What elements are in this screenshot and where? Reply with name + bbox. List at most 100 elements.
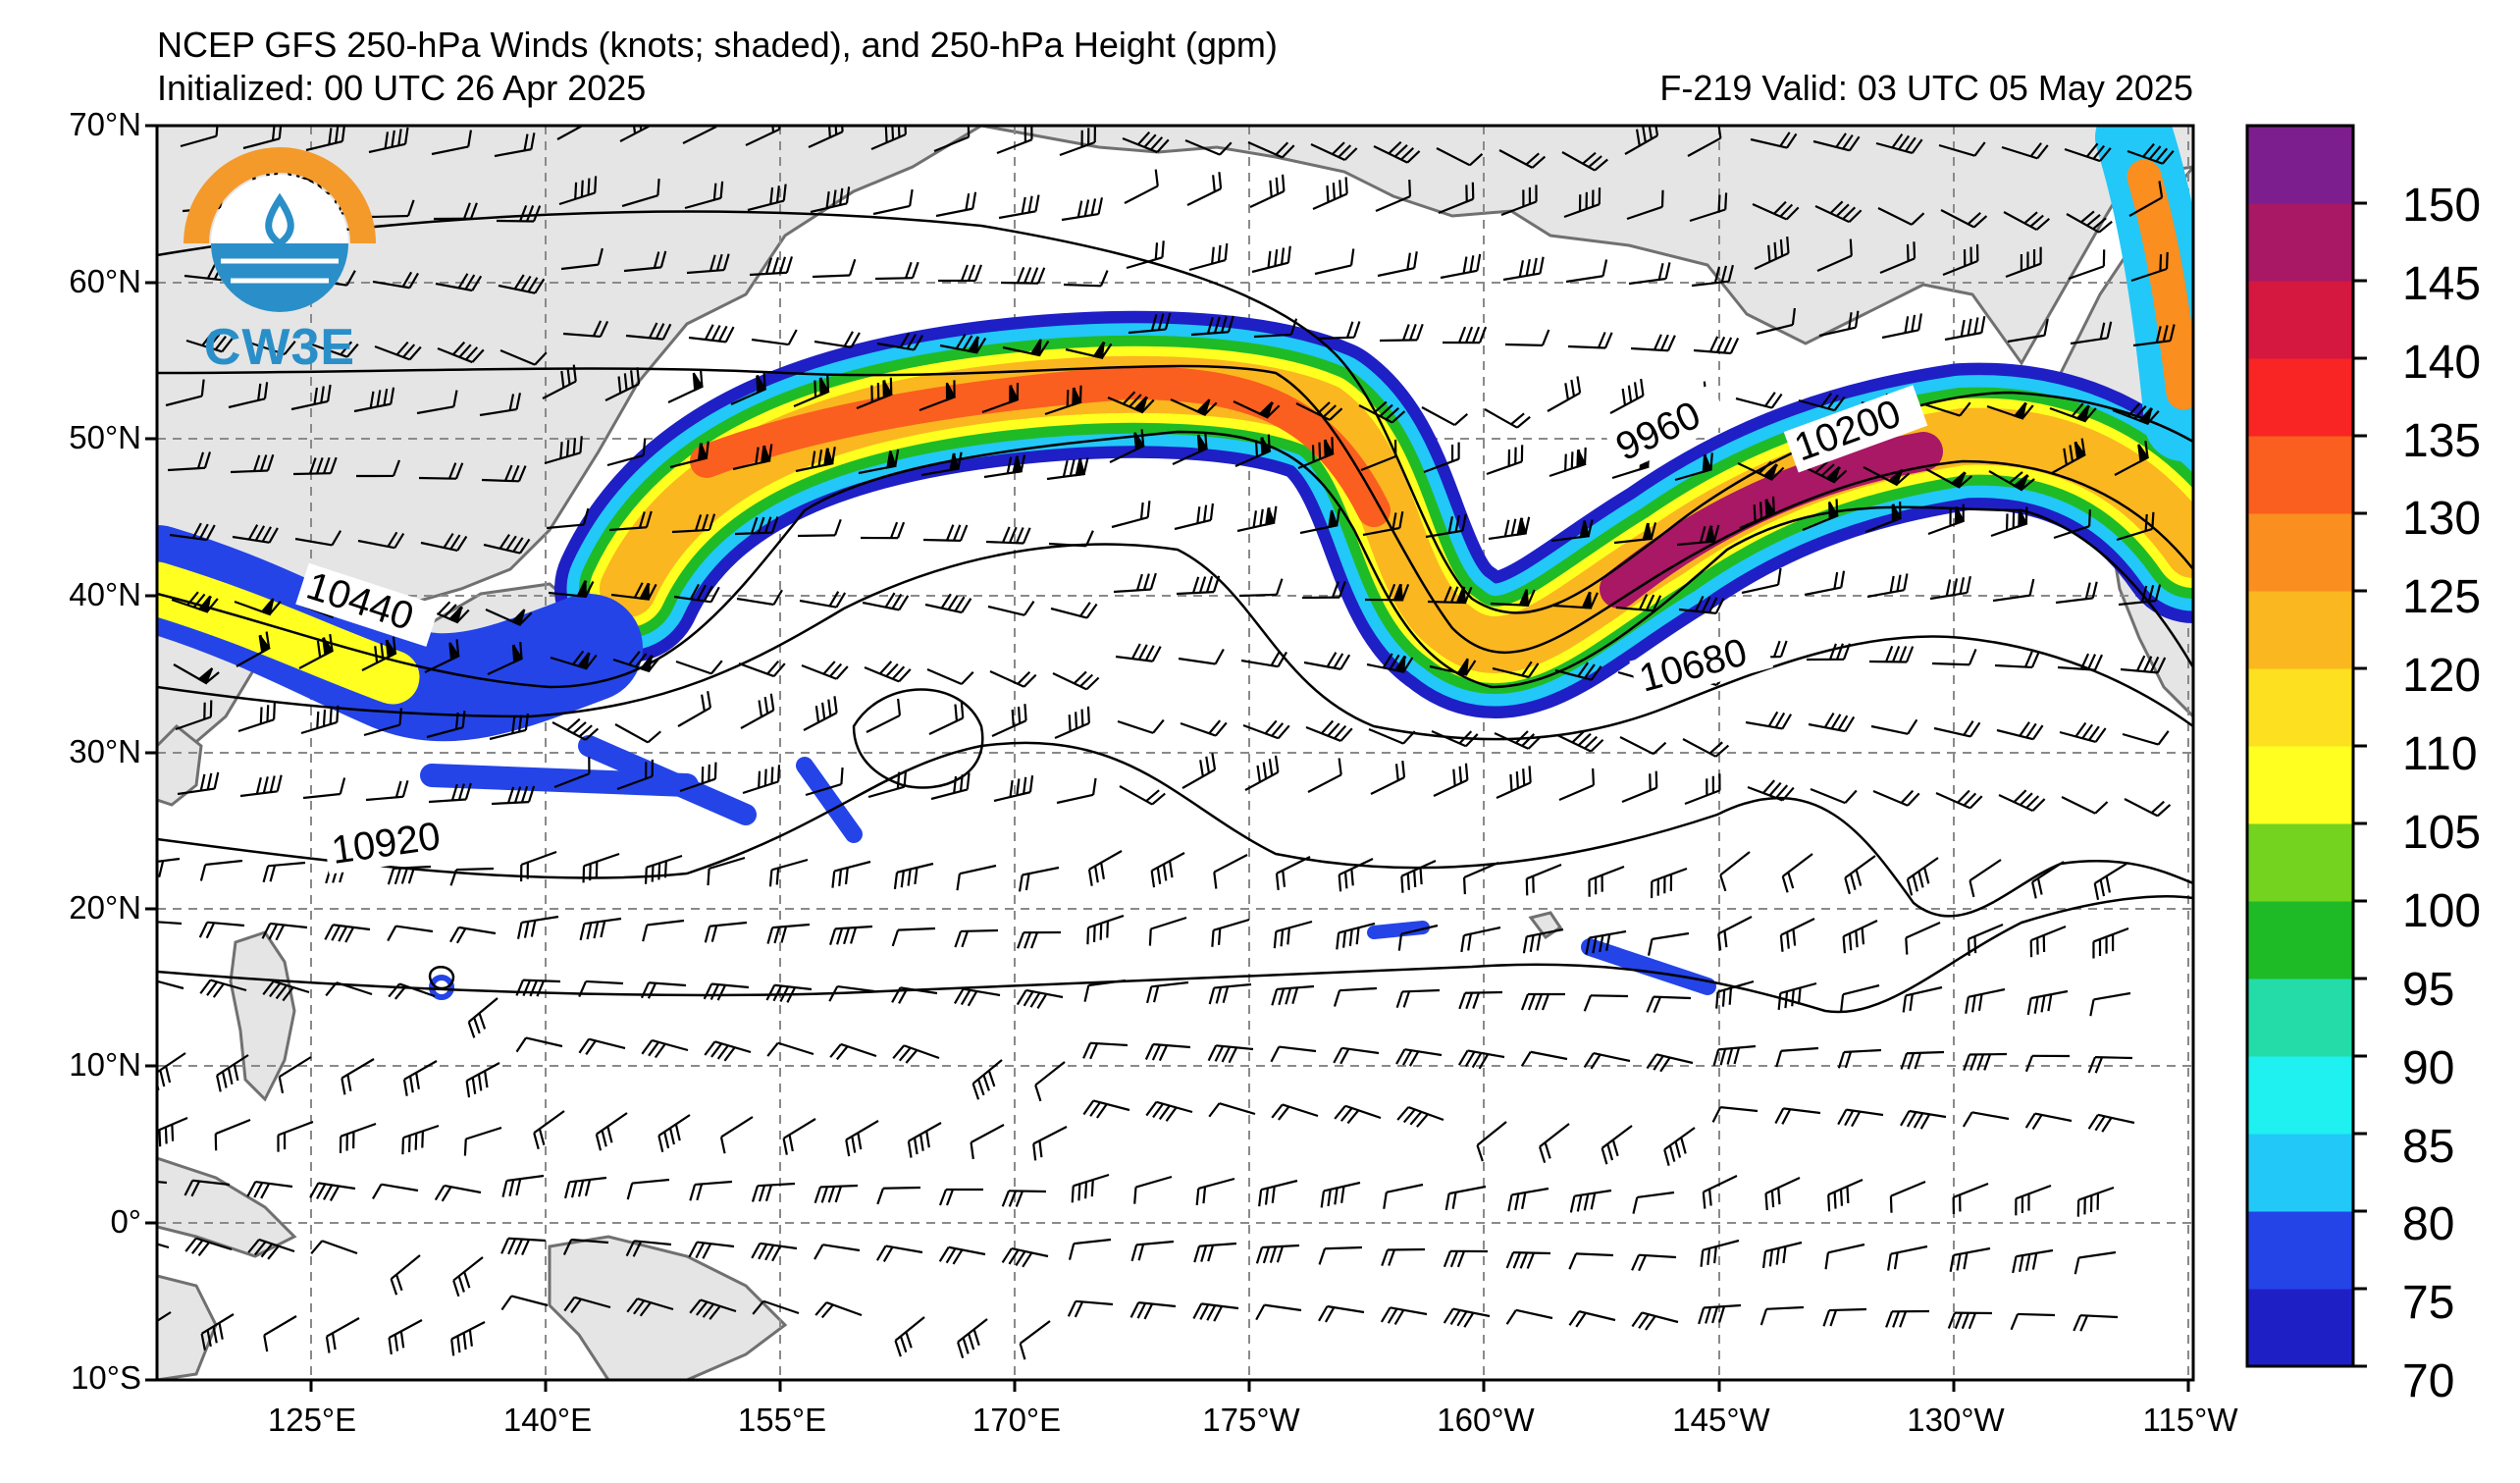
lat-label-20n: 20°N [69, 889, 141, 926]
wind-barb [2064, 142, 2112, 163]
colorbar-segment [2247, 436, 2353, 514]
wind-barb [1170, 397, 1218, 417]
wind-barb [612, 651, 660, 673]
wind-barb [1002, 339, 1050, 357]
wind-barb [184, 1237, 233, 1256]
wind-barb [1812, 132, 1861, 152]
wind-barb [1172, 431, 1209, 465]
wind-barb [1739, 496, 1776, 530]
wind-barb [998, 194, 1040, 220]
alaska-jet-core [2126, 159, 2193, 410]
wind-barb [1905, 921, 1941, 955]
wind-barb [1275, 856, 1311, 891]
wind-barb [1996, 721, 2044, 741]
wind-barb [1150, 852, 1185, 888]
wind-barb [682, 126, 718, 144]
wind-barb [953, 987, 1001, 1007]
wind-barb [1879, 241, 1916, 275]
wind-barb [1712, 1044, 1757, 1067]
wind-barb [1505, 1251, 1551, 1269]
wind-barb [434, 1184, 482, 1202]
wind-barb [1379, 323, 1424, 343]
wind-barb [1395, 988, 1441, 1009]
wind-barb [424, 639, 460, 673]
lat-label-60n: 60°N [69, 263, 141, 299]
wind-barb [2128, 181, 2164, 217]
colorbar-tick-120: 120 [2402, 650, 2482, 702]
contour-low-center [852, 688, 984, 789]
colorbar-tick-95: 95 [2402, 964, 2455, 1016]
wind-barb [1048, 530, 1094, 548]
wind-barb [751, 1182, 796, 1202]
wind-barb [1087, 850, 1123, 886]
wind-barb [1333, 986, 1378, 1007]
wind-barb [2132, 324, 2176, 347]
wind-barb [1146, 980, 1189, 1004]
wind-barb [875, 1245, 923, 1262]
wind-barb [1366, 653, 1414, 673]
wind-barb [578, 980, 624, 998]
wind-barb [1377, 251, 1418, 278]
wind-barb [247, 1238, 295, 1260]
wind-barb [2015, 1184, 2052, 1216]
wind-barb [1358, 400, 1406, 424]
blue-patch-4 [1581, 938, 1716, 995]
wind-barb [1906, 857, 1939, 896]
wind-barb [1188, 242, 1229, 272]
wind-barb [1745, 711, 1793, 730]
wind-barb [2068, 249, 2106, 281]
contour-10440 [157, 430, 2193, 689]
wind-barb [1944, 315, 1986, 342]
wind-barb [1498, 149, 1547, 169]
wind-barb [1234, 434, 1272, 468]
wind-barb [1195, 1177, 1235, 1206]
wind-barb [1368, 727, 1416, 745]
wind-barb [1547, 376, 1582, 412]
wind-barb [1568, 1252, 1614, 1270]
wind-barb [1881, 313, 1922, 340]
lat-label-70n: 70°N [69, 106, 141, 142]
wind-barb [640, 981, 687, 999]
colorbar-tick-125: 125 [2402, 571, 2482, 623]
wind-barb [388, 982, 436, 1000]
wind-barb [595, 1112, 628, 1151]
wind-barb [1539, 1123, 1570, 1164]
wind-barb [1457, 1049, 1505, 1070]
colorbar-segment [2247, 281, 2353, 359]
wind-barb [1507, 1187, 1549, 1212]
wind-barb [1759, 1305, 1805, 1326]
wind-barb [239, 774, 283, 798]
wind-barb [1872, 789, 1920, 807]
wind-barb [738, 660, 786, 678]
wind-barb [499, 348, 548, 366]
colorbar-tick-75: 75 [2402, 1277, 2455, 1329]
wind-barb [501, 1174, 545, 1197]
wind-barb [1192, 1302, 1239, 1322]
wind-barb [1806, 643, 1851, 662]
wind-barb [1814, 200, 1863, 224]
wind-barb [686, 253, 730, 275]
wind-barb [1001, 1190, 1047, 1207]
colorbar-segment [2247, 979, 2353, 1057]
colorbar-tick-150: 150 [2402, 180, 2482, 232]
wind-barb [1271, 984, 1315, 1006]
cw3e-logo-text: CW3E [203, 319, 356, 376]
wind-barb [1018, 866, 1060, 892]
wind-barb [1504, 329, 1550, 346]
wind-barb [1180, 719, 1228, 737]
wind-barb [236, 631, 271, 667]
wind-barb [704, 1040, 752, 1062]
wind-barb [1900, 1050, 1945, 1070]
wind-barb [1715, 980, 1755, 1009]
wind-barb [856, 377, 893, 410]
wind-barb [623, 250, 667, 273]
wind-barb [1942, 243, 1979, 277]
wind-barb [1444, 1185, 1487, 1211]
wind-barb [560, 247, 604, 271]
colorbar [2245, 124, 2367, 1368]
wind-barb [353, 387, 395, 413]
wind-barb [165, 379, 205, 407]
wind-barb [1689, 192, 1728, 223]
wind-barb [1585, 929, 1627, 955]
wind-barb [1333, 1046, 1380, 1065]
